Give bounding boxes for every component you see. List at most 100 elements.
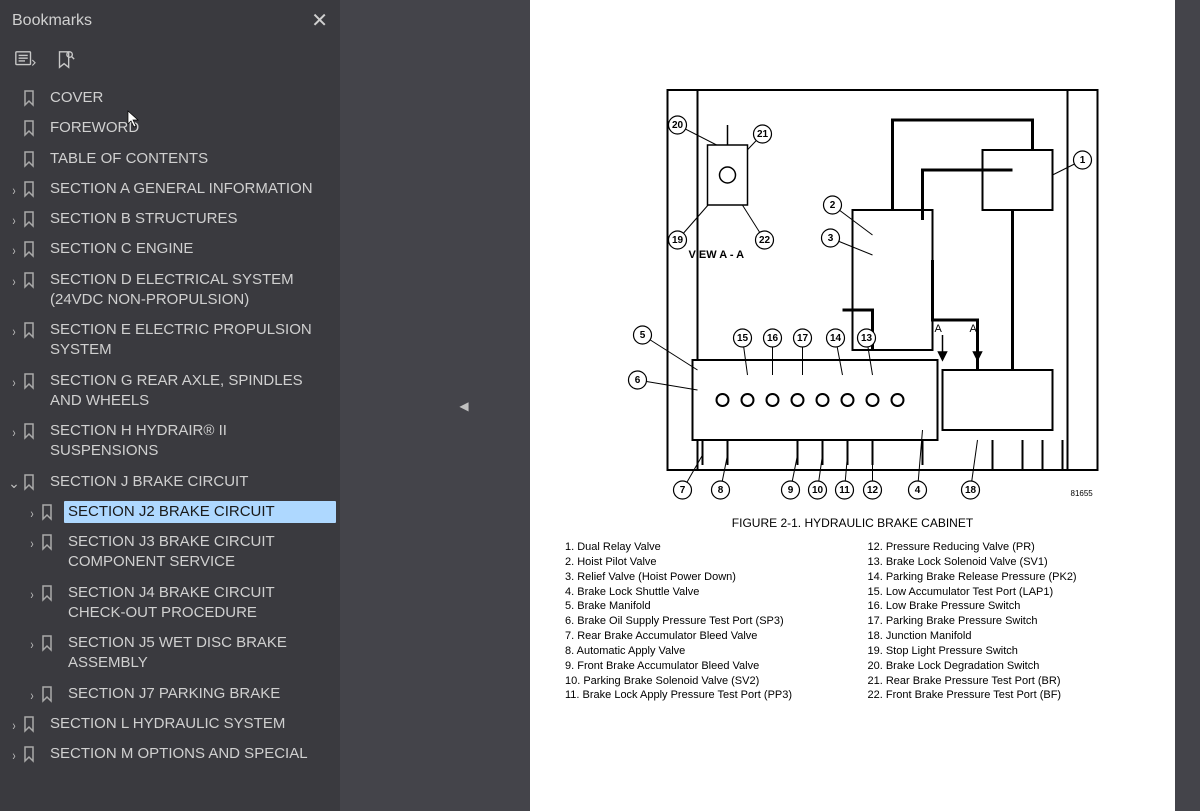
bookmarks-title: Bookmarks: [12, 12, 92, 30]
bookmark-label[interactable]: SECTION J4 BRAKE CIRCUIT CHECK-OUT PROCE…: [64, 582, 336, 625]
bookmark-ribbon-icon: [40, 683, 58, 705]
chevron-right-icon[interactable]: ›: [8, 208, 19, 230]
bookmark-item[interactable]: COVER: [6, 83, 338, 113]
bookmark-item[interactable]: TABLE OF CONTENTS: [6, 144, 338, 174]
chevron-right-icon[interactable]: ›: [8, 269, 19, 291]
bookmark-label[interactable]: SECTION M OPTIONS AND SPECIAL: [46, 743, 336, 765]
callout-22: 22: [756, 231, 774, 249]
bookmark-ribbon-icon: [22, 471, 40, 493]
bookmark-item[interactable]: › SECTION J4 BRAKE CIRCUIT CHECK-OUT PROC…: [6, 578, 338, 629]
bookmark-item[interactable]: › SECTION C ENGINE: [6, 234, 338, 264]
bookmark-label[interactable]: SECTION E ELECTRIC PROPULSION SYSTEM: [46, 319, 336, 362]
svg-text:18: 18: [965, 485, 977, 496]
bookmark-ribbon-icon: [22, 208, 40, 230]
callout-7: 7: [674, 481, 692, 499]
chevron-right-icon[interactable]: ›: [8, 178, 19, 200]
bookmark-item[interactable]: › SECTION J7 PARKING BRAKE: [6, 679, 338, 709]
bookmark-ribbon-icon: [22, 178, 40, 200]
bookmark-item[interactable]: FOREWORD: [6, 113, 338, 143]
svg-text:14: 14: [830, 333, 842, 344]
callout-11: 11: [836, 481, 854, 499]
chevron-right-icon[interactable]: ›: [26, 632, 37, 654]
legend-entry: 12. Pressure Reducing Valve (PR): [868, 540, 1141, 555]
close-icon[interactable]: ✕: [311, 8, 328, 33]
svg-text:20: 20: [672, 120, 684, 131]
svg-text:19: 19: [672, 235, 684, 246]
svg-text:A: A: [935, 323, 943, 335]
bookmark-label[interactable]: SECTION L HYDRAULIC SYSTEM: [46, 713, 336, 735]
chevron-right-icon: [6, 117, 22, 120]
bookmark-item[interactable]: › SECTION G REAR AXLE, SPINDLES AND WHEEL…: [6, 366, 338, 417]
bookmark-label[interactable]: SECTION J BRAKE CIRCUIT: [46, 471, 336, 493]
bookmark-label[interactable]: COVER: [46, 87, 336, 109]
bookmarks-toolbar: [0, 41, 340, 83]
bookmark-label[interactable]: TABLE OF CONTENTS: [46, 148, 336, 170]
bookmarks-list[interactable]: COVER FOREWORD TABLE OF CONTENTS › SECTION A…: [0, 83, 340, 811]
callout-9: 9: [782, 481, 800, 499]
legend-entry: 4. Brake Lock Shuttle Valve: [565, 585, 838, 600]
chevron-right-icon[interactable]: ›: [8, 370, 19, 392]
bookmark-label[interactable]: SECTION G REAR AXLE, SPINDLES AND WHEELS: [46, 370, 336, 413]
callout-19: 19: [669, 231, 687, 249]
document-viewport[interactable]: A A 12345678910111213141516171819202122 …: [470, 0, 1200, 811]
bookmark-item[interactable]: › SECTION D ELECTRICAL SYSTEM (24VDC NON-…: [6, 265, 338, 316]
callout-5: 5: [634, 326, 652, 344]
pdf-page: A A 12345678910111213141516171819202122 …: [530, 0, 1175, 811]
bookmark-label[interactable]: SECTION J2 BRAKE CIRCUIT: [64, 501, 336, 523]
chevron-right-icon[interactable]: ›: [8, 238, 19, 260]
bookmarks-panel: Bookmarks ✕ COVER FOREWORD TABLE OF CONTEN…: [0, 0, 340, 811]
bookmark-item[interactable]: › SECTION E ELECTRIC PROPULSION SYSTEM: [6, 315, 338, 366]
legend: 1. Dual Relay Valve2. Hoist Pilot Valve3…: [555, 540, 1150, 703]
outline-options-icon[interactable]: [14, 49, 36, 71]
bookmark-label[interactable]: SECTION A GENERAL INFORMATION: [46, 178, 336, 200]
chevron-down-icon[interactable]: ⌄: [6, 471, 22, 493]
bookmark-item[interactable]: › SECTION J5 WET DISC BRAKE ASSEMBLY: [6, 628, 338, 679]
callout-13: 13: [858, 329, 876, 347]
chevron-right-icon[interactable]: ›: [26, 582, 37, 604]
legend-entry: 7. Rear Brake Accumulator Bleed Valve: [565, 629, 838, 644]
callout-4: 4: [909, 481, 927, 499]
bookmark-label[interactable]: SECTION J5 WET DISC BRAKE ASSEMBLY: [64, 632, 336, 675]
chevron-right-icon[interactable]: ›: [8, 420, 19, 442]
callout-2: 2: [824, 196, 842, 214]
bookmark-item[interactable]: ⌄ SECTION J BRAKE CIRCUIT: [6, 467, 338, 497]
bookmark-label[interactable]: SECTION D ELECTRICAL SYSTEM (24VDC NON-P…: [46, 269, 336, 312]
bookmark-label[interactable]: SECTION C ENGINE: [46, 238, 336, 260]
bookmark-label[interactable]: SECTION H HYDRAIR® II SUSPENSIONS: [46, 420, 336, 463]
bookmark-item[interactable]: › SECTION J3 BRAKE CIRCUIT COMPONENT SERV…: [6, 527, 338, 578]
chevron-right-icon[interactable]: ›: [8, 743, 19, 765]
bookmark-item[interactable]: › SECTION A GENERAL INFORMATION: [6, 174, 338, 204]
chevron-right-icon[interactable]: ›: [26, 501, 37, 523]
bookmark-item[interactable]: › SECTION H HYDRAIR® II SUSPENSIONS: [6, 416, 338, 467]
svg-text:13: 13: [861, 333, 873, 344]
bookmark-item[interactable]: › SECTION J2 BRAKE CIRCUIT: [6, 497, 338, 527]
bookmark-item[interactable]: › SECTION M OPTIONS AND SPECIAL: [6, 739, 338, 769]
chevron-right-icon[interactable]: ›: [26, 683, 37, 705]
callout-1: 1: [1074, 151, 1092, 169]
figure-title: FIGURE 2-1. HYDRAULIC BRAKE CABINET: [555, 516, 1150, 530]
chevron-right-icon[interactable]: ›: [26, 531, 37, 553]
bookmark-ribbon-icon: [22, 148, 40, 170]
legend-entry: 1. Dual Relay Valve: [565, 540, 838, 555]
bookmark-label[interactable]: FOREWORD: [46, 117, 336, 139]
bookmark-ribbon-icon: [22, 319, 40, 341]
bookmark-label[interactable]: SECTION J3 BRAKE CIRCUIT COMPONENT SERVI…: [64, 531, 336, 574]
legend-entry: 17. Parking Brake Pressure Switch: [868, 614, 1141, 629]
chevron-right-icon[interactable]: ›: [8, 319, 19, 341]
bookmark-ribbon-icon: [40, 632, 58, 654]
bookmark-label[interactable]: SECTION B STRUCTURES: [46, 208, 336, 230]
bookmark-ribbon-icon: [22, 420, 40, 442]
svg-text:22: 22: [759, 235, 771, 246]
svg-text:2: 2: [830, 200, 836, 211]
svg-text:12: 12: [867, 485, 879, 496]
chevron-right-icon[interactable]: ›: [8, 713, 19, 735]
legend-entry: 20. Brake Lock Degradation Switch: [868, 659, 1141, 674]
bookmark-item[interactable]: › SECTION B STRUCTURES: [6, 204, 338, 234]
callout-12: 12: [864, 481, 882, 499]
bookmark-ribbon-icon: [22, 743, 40, 765]
find-bookmark-icon[interactable]: [54, 49, 76, 71]
collapse-handle-icon[interactable]: ◀: [457, 395, 471, 417]
bookmark-label[interactable]: SECTION J7 PARKING BRAKE: [64, 683, 336, 705]
bookmark-item[interactable]: › SECTION L HYDRAULIC SYSTEM: [6, 709, 338, 739]
legend-entry: 18. Junction Manifold: [868, 629, 1141, 644]
